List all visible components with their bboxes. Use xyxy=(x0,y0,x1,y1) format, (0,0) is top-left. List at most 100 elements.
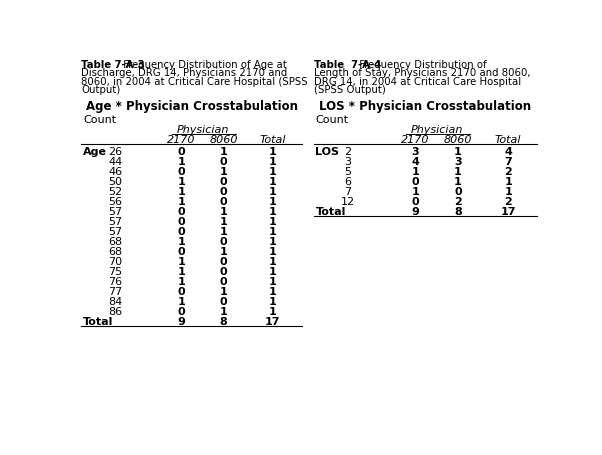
Text: 0: 0 xyxy=(412,177,420,187)
Text: 1: 1 xyxy=(269,157,277,167)
Text: 70: 70 xyxy=(108,257,123,267)
Text: Age: Age xyxy=(83,147,107,157)
Text: Physician: Physician xyxy=(411,126,463,136)
Text: 0: 0 xyxy=(220,187,227,197)
Text: 1: 1 xyxy=(504,187,512,197)
Text: 0: 0 xyxy=(220,267,227,277)
Text: 26: 26 xyxy=(108,147,123,157)
Text: LOS * Physician Crosstabulation: LOS * Physician Crosstabulation xyxy=(320,100,532,113)
Text: 1: 1 xyxy=(454,147,462,157)
Text: 2: 2 xyxy=(504,167,512,177)
Text: 1: 1 xyxy=(504,177,512,187)
Text: 6: 6 xyxy=(344,177,352,187)
Text: 1: 1 xyxy=(220,207,228,217)
Text: 1: 1 xyxy=(178,277,185,287)
Text: 8: 8 xyxy=(220,317,228,327)
Text: 0: 0 xyxy=(178,167,185,177)
Text: 1: 1 xyxy=(269,167,277,177)
Text: 56: 56 xyxy=(108,197,123,207)
Text: 0: 0 xyxy=(412,197,420,207)
Text: 57: 57 xyxy=(108,227,123,237)
Text: 0: 0 xyxy=(220,237,227,247)
Text: 2170: 2170 xyxy=(167,135,196,145)
Text: 0: 0 xyxy=(454,187,462,197)
Text: 1: 1 xyxy=(269,277,277,287)
Text: 0: 0 xyxy=(220,177,227,187)
Text: 57: 57 xyxy=(108,217,123,227)
Text: 76: 76 xyxy=(108,277,123,287)
Text: 1: 1 xyxy=(178,197,185,207)
Text: Frequency Distribution of Age at: Frequency Distribution of Age at xyxy=(120,60,287,70)
Text: 1: 1 xyxy=(269,217,277,227)
Text: 0: 0 xyxy=(178,227,185,237)
Text: 1: 1 xyxy=(269,197,277,207)
Text: 1: 1 xyxy=(220,247,228,257)
Text: (SPSS Output): (SPSS Output) xyxy=(314,86,386,96)
Text: 1: 1 xyxy=(269,297,277,307)
Text: 12: 12 xyxy=(341,197,355,207)
Text: 0: 0 xyxy=(220,197,227,207)
Text: 3: 3 xyxy=(454,157,462,167)
Text: 1: 1 xyxy=(269,237,277,247)
Text: 1: 1 xyxy=(269,187,277,197)
Text: 5: 5 xyxy=(344,167,352,177)
Text: 2: 2 xyxy=(454,197,462,207)
Text: 1: 1 xyxy=(454,177,462,187)
Text: 1: 1 xyxy=(454,167,462,177)
Text: 86: 86 xyxy=(108,307,123,317)
Text: 1: 1 xyxy=(269,207,277,217)
Text: 0: 0 xyxy=(220,297,227,307)
Text: Age * Physician Crosstabulation: Age * Physician Crosstabulation xyxy=(85,100,297,113)
Text: 0: 0 xyxy=(178,147,185,157)
Text: 8: 8 xyxy=(454,207,462,217)
Text: 0: 0 xyxy=(178,207,185,217)
Text: LOS: LOS xyxy=(315,147,340,157)
Text: 75: 75 xyxy=(108,267,123,277)
Text: Length of Stay, Physicians 2170 and 8060,: Length of Stay, Physicians 2170 and 8060… xyxy=(314,68,530,78)
Text: 68: 68 xyxy=(108,237,123,247)
Text: 3: 3 xyxy=(412,147,420,157)
Text: 17: 17 xyxy=(500,207,516,217)
Text: 2170: 2170 xyxy=(402,135,430,145)
Text: 1: 1 xyxy=(178,237,185,247)
Text: 1: 1 xyxy=(220,227,228,237)
Text: 0: 0 xyxy=(220,257,227,267)
Text: Table  7-A-4: Table 7-A-4 xyxy=(314,60,381,70)
Text: 1: 1 xyxy=(220,217,228,227)
Text: 50: 50 xyxy=(108,177,123,187)
Text: 17: 17 xyxy=(265,317,281,327)
Text: 1: 1 xyxy=(220,307,228,317)
Text: Total: Total xyxy=(83,317,113,327)
Text: Count: Count xyxy=(83,115,116,125)
Text: 0: 0 xyxy=(178,307,185,317)
Text: 8060, in 2004 at Critical Care Hospital (SPSS: 8060, in 2004 at Critical Care Hospital … xyxy=(81,77,308,87)
Text: 77: 77 xyxy=(108,287,123,297)
Text: 7: 7 xyxy=(344,187,352,197)
Text: 1: 1 xyxy=(269,307,277,317)
Text: 4: 4 xyxy=(504,147,512,157)
Text: Discharge, DRG 14, Physicians 2170 and: Discharge, DRG 14, Physicians 2170 and xyxy=(81,68,288,78)
Text: Total: Total xyxy=(315,207,346,217)
Text: 1: 1 xyxy=(178,177,185,187)
Text: Frequency Distribution of: Frequency Distribution of xyxy=(356,60,487,70)
Text: DRG 14, in 2004 at Critical Care Hospital: DRG 14, in 2004 at Critical Care Hospita… xyxy=(314,77,521,87)
Text: 1: 1 xyxy=(269,177,277,187)
Text: 1: 1 xyxy=(178,187,185,197)
Text: 52: 52 xyxy=(108,187,123,197)
Text: 7: 7 xyxy=(504,157,512,167)
Text: 0: 0 xyxy=(178,247,185,257)
Text: Count: Count xyxy=(315,115,349,125)
Text: 2: 2 xyxy=(344,147,352,157)
Text: Table 7-A-3: Table 7-A-3 xyxy=(81,60,145,70)
Text: 1: 1 xyxy=(178,267,185,277)
Text: 1: 1 xyxy=(220,167,228,177)
Text: 1: 1 xyxy=(220,147,228,157)
Text: 0: 0 xyxy=(178,217,185,227)
Text: 1: 1 xyxy=(178,157,185,167)
Text: 9: 9 xyxy=(412,207,420,217)
Text: 9: 9 xyxy=(178,317,185,327)
Text: 1: 1 xyxy=(220,287,228,297)
Text: 2: 2 xyxy=(504,197,512,207)
Text: 46: 46 xyxy=(108,167,123,177)
Text: 4: 4 xyxy=(412,157,420,167)
